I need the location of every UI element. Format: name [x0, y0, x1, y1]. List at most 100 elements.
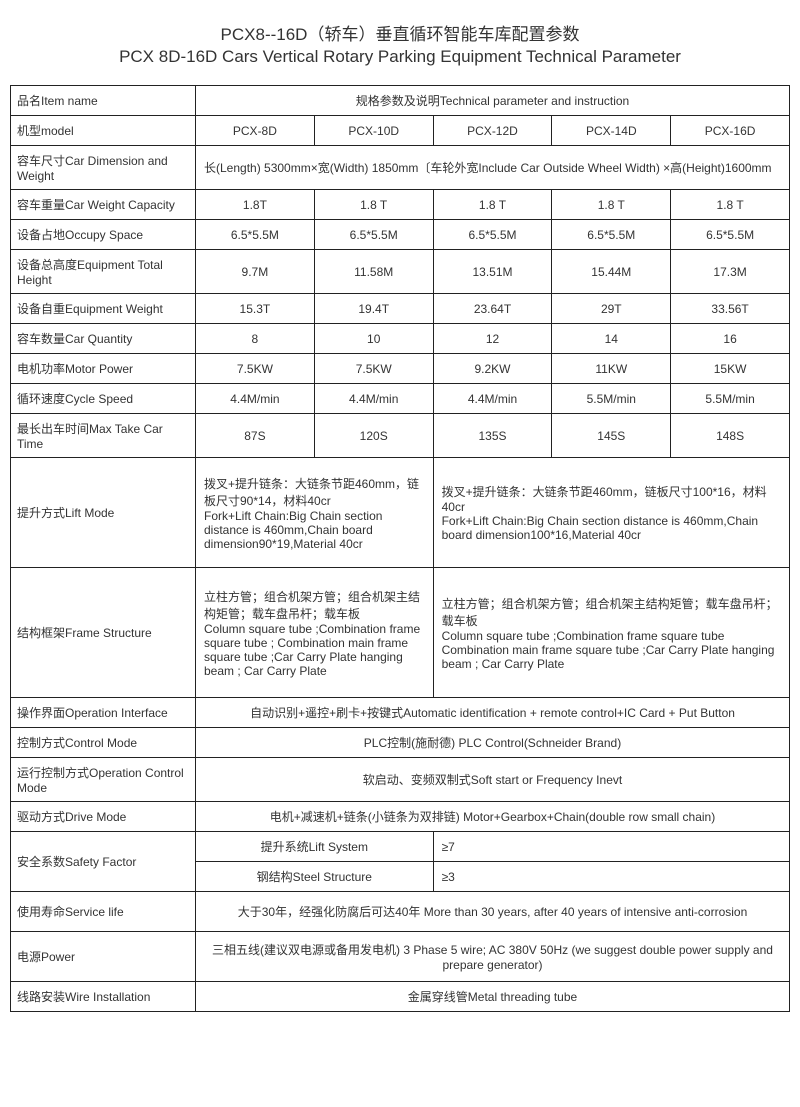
- table-row: 设备总高度Equipment Total Height9.7M11.58M13.…: [11, 250, 790, 294]
- row-val: 19.4T: [314, 294, 433, 324]
- table-row: 容车数量Car Quantity810121416: [11, 324, 790, 354]
- row-val: 33.56T: [671, 294, 790, 324]
- row-full: 电机+减速机+链条(小链条为双排链) Motor+Gearbox+Chain(d…: [196, 802, 790, 832]
- header-row: 品名Item name 规格参数及说明Technical parameter a…: [11, 86, 790, 116]
- row-val: 11.58M: [314, 250, 433, 294]
- table-row: 操作界面Operation Interface 自动识别+遥控+刷卡+按键式Au…: [11, 698, 790, 728]
- row-label: 安全系数Safety Factor: [11, 832, 196, 892]
- frame-row: 结构框架Frame Structure 立柱方管；组合机架方管；组合机架主结构矩…: [11, 568, 790, 698]
- row-full: 长(Length) 5300mm×宽(Width) 1850mm〔车轮外宽Inc…: [196, 146, 790, 190]
- model-cell: PCX-8D: [196, 116, 315, 146]
- row-label: 结构框架Frame Structure: [11, 568, 196, 698]
- row-val: 1.8T: [196, 190, 315, 220]
- row-val: 15.44M: [552, 250, 671, 294]
- table-row: 最长出车时间Max Take Car Time87S120S135S145S14…: [11, 414, 790, 458]
- table-row: 容车重量Car Weight Capacity1.8T1.8 T1.8 T1.8…: [11, 190, 790, 220]
- model-cell: PCX-12D: [433, 116, 552, 146]
- row-val: 4.4M/min: [314, 384, 433, 414]
- safety-val: ≥7: [433, 832, 789, 862]
- row-val: 6.5*5.5M: [433, 220, 552, 250]
- row-val: 6.5*5.5M: [671, 220, 790, 250]
- row-val: 120S: [314, 414, 433, 458]
- table-row: 电源Power 三相五线(建议双电源或备用发电机) 3 Phase 5 wire…: [11, 932, 790, 982]
- row-val: 135S: [433, 414, 552, 458]
- row-val: 9.7M: [196, 250, 315, 294]
- row-val: 14: [552, 324, 671, 354]
- row-full: 大于30年，经强化防腐后可达40年 More than 30 years, af…: [196, 892, 790, 932]
- table-row: 循环速度Cycle Speed4.4M/min4.4M/min4.4M/min5…: [11, 384, 790, 414]
- row-label: 容车尺寸Car Dimension and Weight: [11, 146, 196, 190]
- spec-table: 品名Item name 规格参数及说明Technical parameter a…: [10, 85, 790, 1012]
- table-row: 线路安装Wire Installation 金属穿线管Metal threadi…: [11, 982, 790, 1012]
- row-full: 软启动、变频双制式Soft start or Frequency Inevt: [196, 758, 790, 802]
- model-cell: PCX-16D: [671, 116, 790, 146]
- row-label: 控制方式Control Mode: [11, 728, 196, 758]
- table-row: 运行控制方式Operation Control Mode 软启动、变频双制式So…: [11, 758, 790, 802]
- row-val: 4.4M/min: [433, 384, 552, 414]
- table-row: 容车尺寸Car Dimension and Weight 长(Length) 5…: [11, 146, 790, 190]
- title-en: PCX 8D-16D Cars Vertical Rotary Parking …: [10, 47, 790, 67]
- row-label: 容车数量Car Quantity: [11, 324, 196, 354]
- row-val: 145S: [552, 414, 671, 458]
- row-val: 29T: [552, 294, 671, 324]
- row-val: 4.4M/min: [196, 384, 315, 414]
- lift-right: 拨叉+提升链条：大链条节距460mm，链板尺寸100*16，材料40cr For…: [433, 458, 789, 568]
- row-val: 15KW: [671, 354, 790, 384]
- row-val: 9.2KW: [433, 354, 552, 384]
- row-label: 使用寿命Service life: [11, 892, 196, 932]
- row-val: 12: [433, 324, 552, 354]
- table-row: 控制方式Control Mode PLC控制(施耐德) PLC Control(…: [11, 728, 790, 758]
- row-label: 循环速度Cycle Speed: [11, 384, 196, 414]
- row-label: 电源Power: [11, 932, 196, 982]
- table-row: 设备占地Occupy Space6.5*5.5M6.5*5.5M6.5*5.5M…: [11, 220, 790, 250]
- row-label: 驱动方式Drive Mode: [11, 802, 196, 832]
- row-label: 运行控制方式Operation Control Mode: [11, 758, 196, 802]
- lift-left: 拨叉+提升链条：大链条节距460mm，链板尺寸90*14，材料40cr Fork…: [196, 458, 434, 568]
- row-val: 87S: [196, 414, 315, 458]
- row-val: 1.8 T: [552, 190, 671, 220]
- row-val: 7.5KW: [314, 354, 433, 384]
- row-val: 16: [671, 324, 790, 354]
- row-val: 8: [196, 324, 315, 354]
- row-val: 15.3T: [196, 294, 315, 324]
- title-block: PCX8--16D（轿车）垂直循环智能车库配置参数 PCX 8D-16D Car…: [10, 20, 790, 67]
- row-val: 6.5*5.5M: [314, 220, 433, 250]
- row-val: 11KW: [552, 354, 671, 384]
- row-label: 设备占地Occupy Space: [11, 220, 196, 250]
- row-val: 6.5*5.5M: [196, 220, 315, 250]
- row-label: 操作界面Operation Interface: [11, 698, 196, 728]
- safety-sub: 提升系统Lift System: [196, 832, 434, 862]
- table-row: 驱动方式Drive Mode 电机+减速机+链条(小链条为双排链) Motor+…: [11, 802, 790, 832]
- row-label: 提升方式Lift Mode: [11, 458, 196, 568]
- model-cell: PCX-14D: [552, 116, 671, 146]
- row-label: 设备自重Equipment Weight: [11, 294, 196, 324]
- header-span: 规格参数及说明Technical parameter and instructi…: [196, 86, 790, 116]
- row-val: 13.51M: [433, 250, 552, 294]
- safety-row-1: 安全系数Safety Factor 提升系统Lift System ≥7: [11, 832, 790, 862]
- model-cell: PCX-10D: [314, 116, 433, 146]
- row-label: 线路安装Wire Installation: [11, 982, 196, 1012]
- row-val: 23.64T: [433, 294, 552, 324]
- header-label: 品名Item name: [11, 86, 196, 116]
- row-val: 6.5*5.5M: [552, 220, 671, 250]
- row-label: 电机功率Motor Power: [11, 354, 196, 384]
- row-val: 1.8 T: [433, 190, 552, 220]
- row-full: 三相五线(建议双电源或备用发电机) 3 Phase 5 wire; AC 380…: [196, 932, 790, 982]
- row-val: 7.5KW: [196, 354, 315, 384]
- row-label: 设备总高度Equipment Total Height: [11, 250, 196, 294]
- table-row: 使用寿命Service life 大于30年，经强化防腐后可达40年 More …: [11, 892, 790, 932]
- row-val: 10: [314, 324, 433, 354]
- safety-sub: 钢结构Steel Structure: [196, 862, 434, 892]
- row-val: 1.8 T: [314, 190, 433, 220]
- lift-mode-row: 提升方式Lift Mode 拨叉+提升链条：大链条节距460mm，链板尺寸90*…: [11, 458, 790, 568]
- title-cn: PCX8--16D（轿车）垂直循环智能车库配置参数: [10, 20, 790, 45]
- table-row: 电机功率Motor Power7.5KW7.5KW9.2KW11KW15KW: [11, 354, 790, 384]
- frame-left: 立柱方管；组合机架方管；组合机架主结构矩管；载车盘吊杆；载车板 Column s…: [196, 568, 434, 698]
- model-row: 机型model PCX-8D PCX-10D PCX-12D PCX-14D P…: [11, 116, 790, 146]
- row-full: PLC控制(施耐德) PLC Control(Schneider Brand): [196, 728, 790, 758]
- row-full: 金属穿线管Metal threading tube: [196, 982, 790, 1012]
- row-val: 5.5M/min: [671, 384, 790, 414]
- row-label: 容车重量Car Weight Capacity: [11, 190, 196, 220]
- row-val: 5.5M/min: [552, 384, 671, 414]
- row-label: 最长出车时间Max Take Car Time: [11, 414, 196, 458]
